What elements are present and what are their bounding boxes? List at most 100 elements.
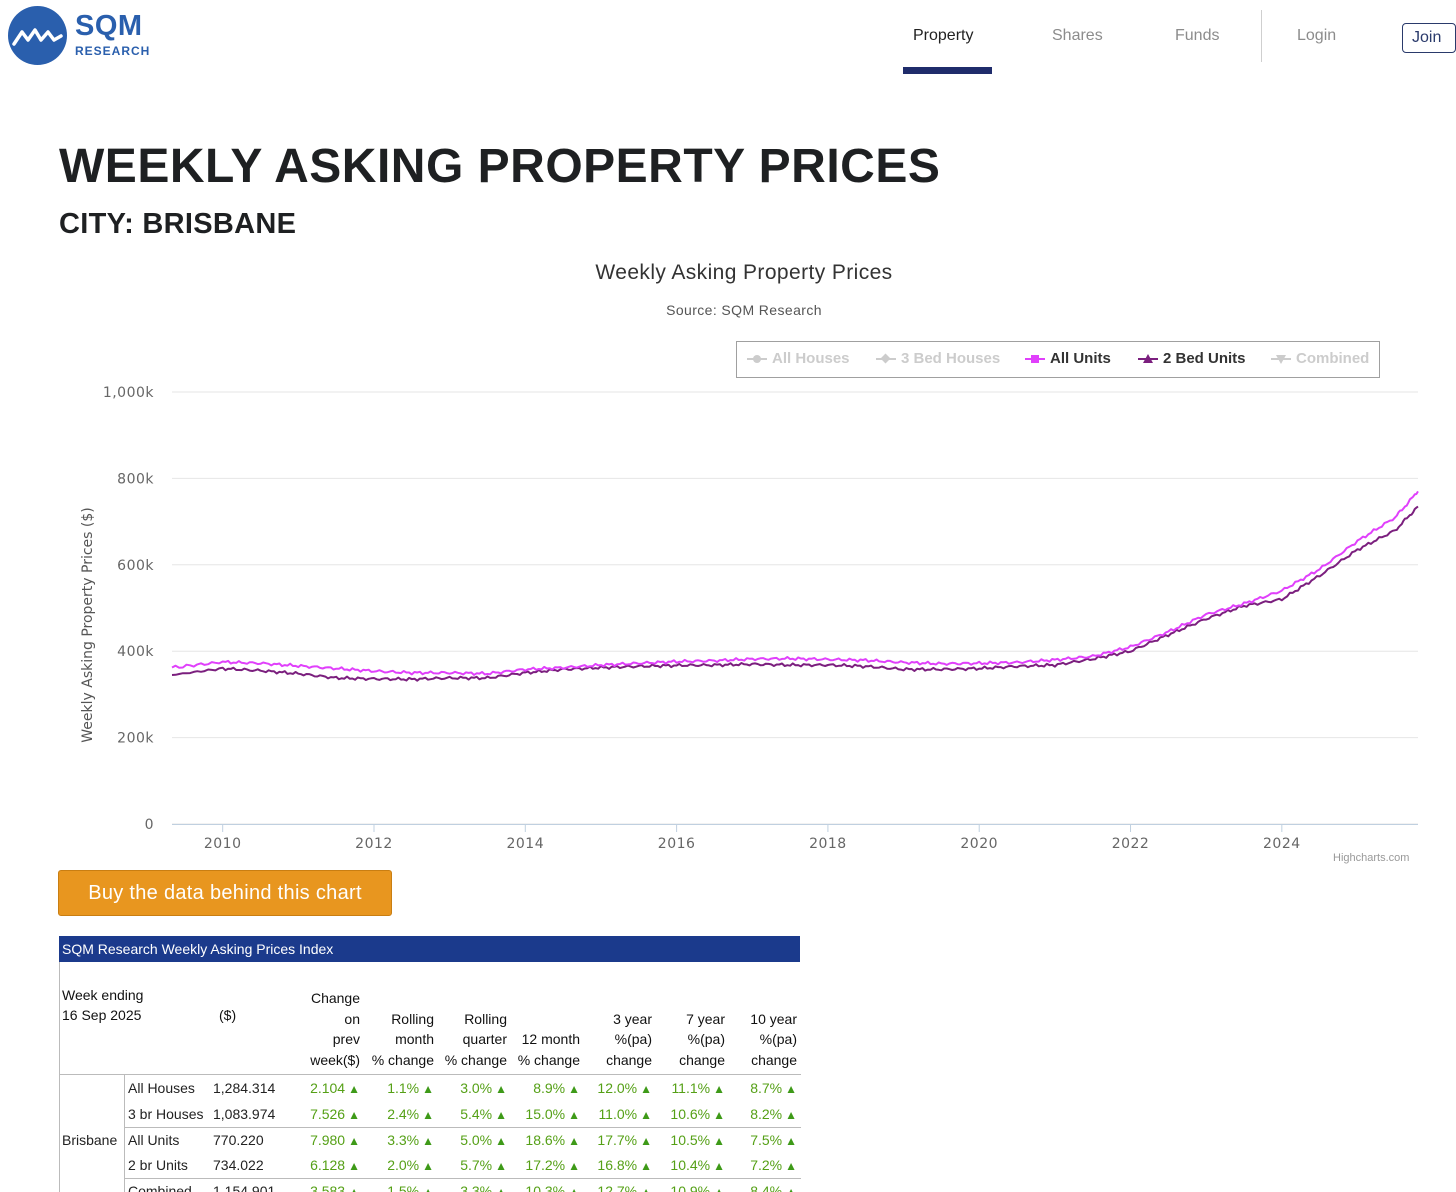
y-tick-label: 200k (117, 731, 154, 747)
up-arrow-icon: ▲ (495, 1082, 507, 1096)
column-header-line: 7 year (686, 1010, 725, 1027)
change-value: 8.4% ▲ (717, 1182, 797, 1192)
change-value: 2.104 ▲ (280, 1079, 360, 1098)
column-header-line: % change (444, 1051, 507, 1068)
nav-funds[interactable]: Funds (1175, 27, 1220, 44)
change-text: 3.3% (460, 1183, 493, 1192)
table-body: Week ending 16 Sep 2025 ($) Change on prev… (59, 962, 801, 1192)
up-arrow-icon: ▲ (568, 1082, 580, 1096)
change-text: 17.7% (597, 1132, 638, 1148)
column-header-line: %(pa) (759, 1031, 797, 1047)
week-ending-date: 16 Sep 2025 (62, 1007, 142, 1023)
change-text: 3.3% (387, 1132, 420, 1148)
change-value: 18.6% ▲ (500, 1131, 580, 1150)
change-text: 6.128 (310, 1157, 346, 1173)
up-arrow-icon: ▲ (568, 1185, 580, 1192)
column-header-line: change (606, 1051, 652, 1068)
column-header-line: quarter (462, 1031, 507, 1047)
y-tick-label: 400k (117, 644, 154, 660)
buy-data-button[interactable]: Buy the data behind this chart (58, 870, 392, 916)
up-arrow-icon: ▲ (640, 1185, 652, 1192)
y-tick-label: 0 (145, 817, 154, 833)
change-text: 1.5% (387, 1183, 420, 1192)
row-value: 770.220 (213, 1132, 264, 1148)
change-text: 7.526 (310, 1106, 346, 1122)
column-header-line: %(pa) (687, 1031, 725, 1047)
line-chart[interactable]: 0 200k 400k 600k 800k 1,000k 2010 2012 2014 2016 2… (0, 380, 1456, 850)
row-value: 1,154.901 (213, 1183, 276, 1192)
column-header-line: on (344, 1010, 360, 1027)
change-text: 15.0% (525, 1106, 566, 1122)
nav-login[interactable]: Login (1297, 27, 1337, 44)
series-line-2-bed-units (171, 505, 1419, 682)
logo-name: SQM (75, 10, 143, 42)
legend-all-units[interactable]: All Units (1025, 350, 1111, 368)
x-tick-label: 2012 (355, 836, 393, 850)
price-index-table: SQM Research Weekly Asking Prices Index … (59, 936, 801, 1192)
y-tick-label: 800k (117, 471, 154, 487)
column-header-line: week($) (310, 1051, 360, 1068)
legend-2-bed-units[interactable]: 2 Bed Units (1138, 350, 1246, 368)
sqm-logo[interactable]: SQM RESEARCH (8, 6, 168, 68)
row-label: 2 br Units (128, 1157, 188, 1173)
up-arrow-icon: ▲ (348, 1159, 360, 1173)
legend-combined[interactable]: Combined (1271, 350, 1369, 368)
legend-label: All Houses (772, 350, 850, 367)
change-text: 10.4% (670, 1157, 711, 1173)
up-arrow-icon: ▲ (713, 1159, 725, 1173)
up-arrow-icon: ▲ (348, 1082, 360, 1096)
column-header: Rolling month % change (344, 1009, 434, 1071)
y-tick-label: 1,000k (103, 385, 155, 401)
change-value: 6.128 ▲ (280, 1156, 360, 1175)
column-header-line: change (679, 1051, 725, 1068)
nav-property[interactable]: Property (913, 27, 974, 44)
column-header: Change on prev week($) (270, 988, 360, 1070)
up-arrow-icon: ▲ (568, 1159, 580, 1173)
change-value: 2.4% ▲ (354, 1105, 434, 1124)
y-tick-label: 600k (117, 558, 154, 574)
change-value: 1.5% ▲ (354, 1182, 434, 1192)
nav-shares[interactable]: Shares (1052, 27, 1103, 44)
up-arrow-icon: ▲ (785, 1185, 797, 1192)
x-tick-label: 2016 (658, 836, 696, 850)
change-text: 7.5% (750, 1132, 783, 1148)
change-text: 8.2% (750, 1106, 783, 1122)
change-text: 3.583 (310, 1183, 346, 1192)
up-arrow-icon: ▲ (640, 1134, 652, 1148)
change-text: 12.7% (597, 1183, 638, 1192)
change-value: 10.6% ▲ (645, 1105, 725, 1124)
page-title: WEEKLY ASKING PROPERTY PRICES (59, 140, 941, 193)
x-tick-label: 2022 (1112, 836, 1150, 850)
column-header-line: 12 month (521, 1031, 580, 1047)
column-header-line: prev (332, 1031, 360, 1047)
column-header-line: change (751, 1051, 797, 1068)
change-value: 10.9% ▲ (645, 1182, 725, 1192)
change-value: 2.0% ▲ (354, 1156, 434, 1175)
legend-all-houses[interactable]: All Houses (747, 350, 850, 368)
up-arrow-icon: ▲ (348, 1134, 360, 1148)
legend-label: 2 Bed Units (1163, 350, 1246, 367)
change-value: 17.7% ▲ (572, 1131, 652, 1150)
join-button[interactable]: Join (1402, 23, 1456, 53)
highcharts-credit[interactable]: Highcharts.com (1333, 852, 1410, 864)
change-text: 2.104 (310, 1080, 346, 1096)
up-arrow-icon: ▲ (785, 1082, 797, 1096)
x-tick-label: 2020 (960, 836, 998, 850)
up-arrow-icon: ▲ (422, 1159, 434, 1173)
change-text: 11.1% (671, 1080, 711, 1096)
legend-label: 3 Bed Houses (901, 350, 1001, 367)
change-text: 5.7% (460, 1157, 493, 1173)
change-value: 10.5% ▲ (645, 1131, 725, 1150)
change-value: 11.1% ▲ (645, 1079, 725, 1098)
change-text: 16.8% (597, 1157, 638, 1173)
column-header: 7 year %(pa) change (635, 1009, 725, 1071)
column-header-line: 10 year (750, 1010, 797, 1027)
logo-subtitle: RESEARCH (75, 44, 151, 58)
column-header: Rolling quarter % change (417, 1009, 507, 1071)
legend-3-bed-houses[interactable]: 3 Bed Houses (876, 350, 1000, 368)
row-label: All Units (128, 1132, 180, 1148)
x-tick-label: 2024 (1263, 836, 1301, 850)
up-arrow-icon: ▲ (785, 1159, 797, 1173)
change-value: 5.0% ▲ (427, 1131, 507, 1150)
city-title: CITY: BRISBANE (59, 208, 297, 240)
